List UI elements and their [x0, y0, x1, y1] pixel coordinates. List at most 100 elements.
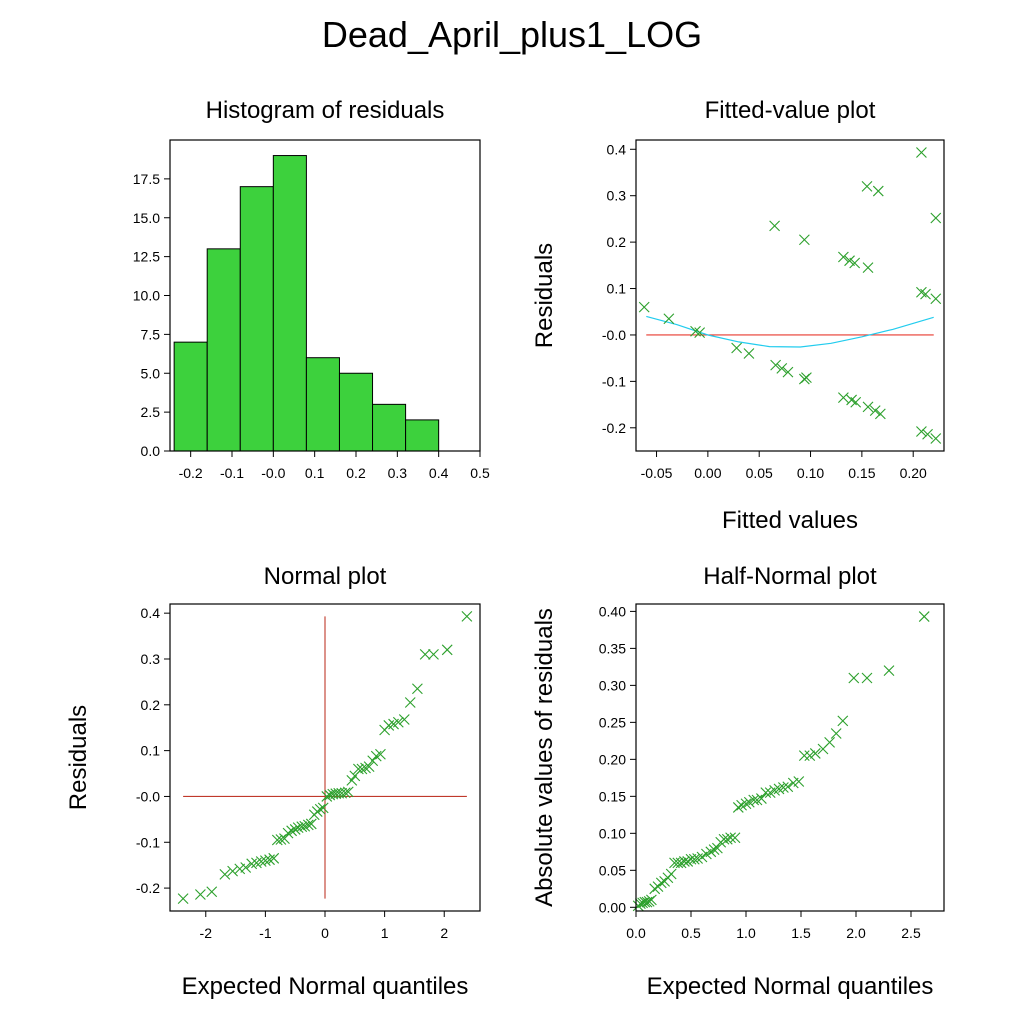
- fitted-point: [916, 286, 927, 298]
- y-tick-label: 0.10: [599, 825, 626, 841]
- normal-point: [346, 775, 358, 786]
- fitted-point: [837, 251, 849, 263]
- normal-point: [246, 858, 258, 870]
- normal-title: Normal plot: [264, 563, 387, 590]
- fitted-point: [694, 327, 706, 339]
- x-tick-label: 0.1: [305, 465, 325, 481]
- fitted-point: [798, 234, 810, 246]
- normal-point: [321, 791, 333, 802]
- halfnormal-point: [861, 672, 873, 684]
- x-tick-label: 0.5: [681, 925, 701, 941]
- fitted-point: [916, 147, 927, 158]
- fitted-point: [638, 301, 650, 313]
- normal-point: [363, 761, 375, 773]
- halfnormal-point: [760, 787, 772, 799]
- fitted-point: [801, 372, 812, 384]
- normal-point: [227, 865, 238, 877]
- histogram-bar: [405, 419, 440, 452]
- halfnormal-point: [729, 832, 741, 844]
- fitted-point: [874, 408, 886, 420]
- halfnormal-plot-frame: [635, 603, 945, 912]
- fitted-y-axis-label: Residuals: [531, 243, 558, 348]
- y-tick-label: 0.2: [141, 697, 161, 713]
- fitted-point: [922, 428, 933, 440]
- normal-point: [240, 862, 252, 873]
- y-tick-label: 0.40: [599, 603, 626, 619]
- fitted-point: [930, 433, 942, 444]
- fitted-x-axis-label: Fitted values: [722, 507, 858, 534]
- y-tick-label: -0.1: [136, 834, 160, 850]
- y-tick-label: 5.0: [141, 365, 161, 381]
- x-tick-label: 0.20: [900, 465, 927, 481]
- x-tick-label: 0.2: [346, 465, 366, 481]
- normal-point: [177, 893, 189, 905]
- fitted-point: [850, 396, 862, 408]
- smooth-trend-line: [646, 315, 934, 348]
- y-tick-label: 0.35: [599, 640, 626, 656]
- x-tick-label: -0.2: [179, 465, 203, 481]
- y-tick-label: 0.25: [599, 714, 626, 730]
- fitted-point: [869, 405, 881, 417]
- x-tick-label: 2.5: [901, 925, 921, 941]
- halfnormal-point: [679, 856, 690, 867]
- y-tick-label: 10.0: [133, 288, 160, 304]
- fitted-point: [930, 293, 942, 305]
- histogram-panel: Histogram of residuals -0.2 -0.1 -0.0 0.1 0.2…: [133, 97, 490, 481]
- halfnormal-point: [646, 894, 657, 906]
- halfnormal-point: [705, 846, 717, 858]
- normal-point: [412, 683, 423, 695]
- normal-point: [289, 824, 301, 835]
- normal-point: [461, 610, 473, 622]
- halfnormal-point: [773, 783, 785, 795]
- histogram-bar: [305, 357, 340, 452]
- halfnormal-point: [736, 799, 747, 811]
- x-tick-label: 0.15: [848, 465, 875, 481]
- normal-point: [314, 803, 326, 815]
- normal-point: [286, 825, 298, 837]
- x-tick-label: -0.1: [220, 465, 244, 481]
- fitted-point: [769, 220, 780, 232]
- normal-point: [404, 697, 416, 708]
- y-tick-label: 17.5: [133, 171, 160, 187]
- halfnormal-point: [665, 868, 677, 880]
- normal-point: [259, 855, 271, 866]
- fitted-point: [872, 185, 884, 197]
- normal-point: [339, 787, 351, 799]
- halfnormal-point: [824, 736, 835, 748]
- normal-point: [255, 856, 267, 867]
- y-tick-label: 0.4: [141, 605, 161, 621]
- normal-point: [264, 854, 275, 866]
- fitted-point: [776, 362, 788, 374]
- histogram-bar: [206, 248, 241, 452]
- normal-point: [441, 644, 453, 656]
- x-tick-label: 0: [321, 925, 329, 941]
- fitted-point: [690, 325, 701, 337]
- normal-point: [206, 886, 218, 898]
- x-tick-label: 0.10: [797, 465, 824, 481]
- normal-point: [219, 868, 231, 880]
- x-tick-label: -0.05: [641, 465, 673, 481]
- normal-point: [299, 820, 311, 832]
- normal-point: [282, 827, 294, 839]
- fitted-point: [743, 348, 755, 359]
- halfnormal-point: [692, 853, 703, 864]
- halfnormal-point: [712, 842, 723, 854]
- x-tick-label: 1.5: [791, 925, 811, 941]
- fitted-point: [862, 262, 874, 274]
- x-tick-label: -0.0: [261, 465, 285, 481]
- fitted-point: [920, 288, 931, 300]
- normal-point: [370, 750, 382, 762]
- histogram-title: Histogram of residuals: [206, 97, 445, 124]
- histogram-bar: [338, 372, 374, 452]
- y-tick-label: 0.1: [607, 281, 627, 297]
- halfnormal-point: [782, 781, 794, 793]
- x-tick-label: 0.00: [694, 465, 721, 481]
- halfnormal-point: [883, 665, 895, 676]
- fitted-point: [731, 342, 743, 354]
- normal-y-axis-label: Residuals: [65, 705, 92, 810]
- halfnormal-point: [718, 833, 730, 845]
- halfnormal-point: [778, 782, 789, 793]
- y-tick-label: 12.5: [133, 249, 160, 265]
- normal-point: [367, 755, 379, 767]
- histogram-bar: [272, 155, 307, 452]
